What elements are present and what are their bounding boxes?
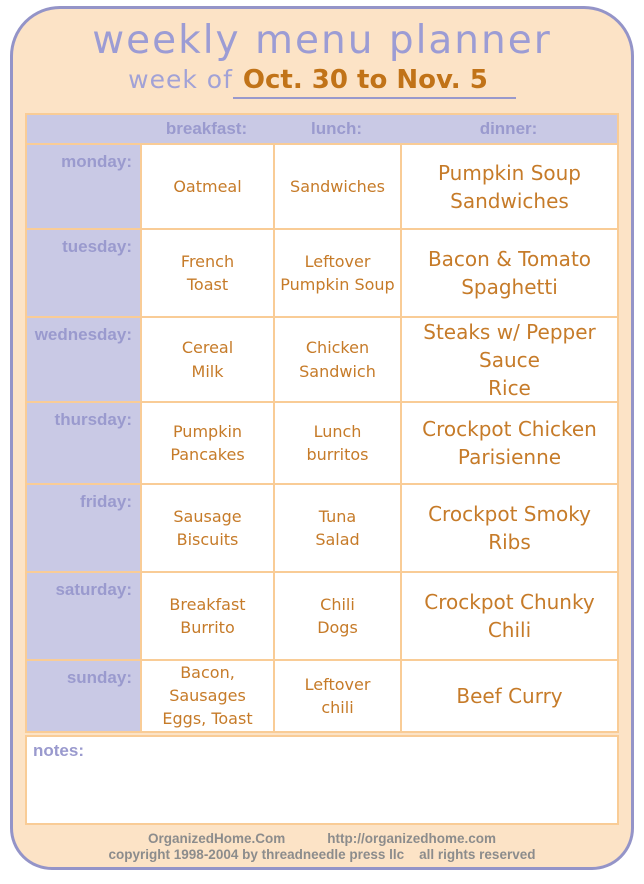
footer-site-url: http://organizedhome.com (327, 830, 497, 846)
day-label-thursday: thursday: (27, 403, 140, 483)
week-of-value[interactable]: Oct. 30 to Nov. 5 (232, 65, 516, 99)
planner-card: weekly menu planner week of Oct. 30 to N… (10, 6, 634, 870)
table-row-thursday: thursday: Pumpkin Pancakes Lunch burrito… (27, 401, 617, 483)
cell-tuesday-dinner[interactable]: Bacon & Tomato Spaghetti (400, 230, 617, 316)
header-breakfast: breakfast: (165, 119, 248, 138)
table-row-friday: friday: Sausage Biscuits Tuna Salad Croc… (27, 483, 617, 571)
cell-sunday-dinner[interactable]: Beef Curry (400, 661, 617, 731)
day-label-monday: monday: (27, 145, 140, 228)
day-label-saturday: saturday: (27, 573, 140, 659)
footer-copyright: copyright 1998-2004 by threadneedle pres… (108, 846, 536, 862)
cell-monday-breakfast[interactable]: Oatmeal (140, 145, 273, 228)
cell-friday-breakfast[interactable]: Sausage Biscuits (140, 485, 273, 571)
day-label-wednesday: wednesday: (27, 318, 140, 401)
cell-friday-dinner[interactable]: Crockpot Smoky Ribs (400, 485, 617, 571)
table-row-saturday: saturday: Breakfast Burrito Chili Dogs C… (27, 571, 617, 659)
header-lunch: lunch: (311, 119, 362, 138)
notes-box[interactable]: notes: (25, 734, 619, 825)
cell-tuesday-breakfast[interactable]: French Toast (140, 230, 273, 316)
cell-saturday-lunch[interactable]: Chili Dogs (273, 573, 400, 659)
week-of-line: week of Oct. 30 to Nov. 5 (13, 65, 631, 101)
cell-wednesday-dinner[interactable]: Steaks w/ Pepper Sauce Rice (400, 318, 617, 401)
cell-wednesday-lunch[interactable]: Chicken Sandwich (273, 318, 400, 401)
cell-sunday-lunch[interactable]: Leftover chili (273, 661, 400, 731)
footer: OrganizedHome.Com http://organizedhome.co… (13, 831, 631, 863)
cell-thursday-breakfast[interactable]: Pumpkin Pancakes (140, 403, 273, 483)
cell-friday-lunch[interactable]: Tuna Salad (273, 485, 400, 571)
cell-saturday-breakfast[interactable]: Breakfast Burrito (140, 573, 273, 659)
table-row-monday: monday: Oatmeal Sandwiches Pumpkin Soup … (27, 143, 617, 228)
footer-line1: OrganizedHome.Com http://organizedhome.co… (13, 831, 631, 847)
header-dinner: dinner: (479, 119, 538, 138)
day-label-sunday: sunday: (27, 661, 140, 731)
notes-label: notes: (33, 740, 84, 760)
cell-thursday-lunch[interactable]: Lunch burritos (273, 403, 400, 483)
cell-saturday-dinner[interactable]: Crockpot Chunky Chili (400, 573, 617, 659)
footer-site-name: OrganizedHome.Com (147, 830, 286, 846)
day-label-friday: friday: (27, 485, 140, 571)
cell-tuesday-lunch[interactable]: Leftover Pumpkin Soup (273, 230, 400, 316)
table-row-sunday: sunday: Bacon, Sausages Eggs, Toast Left… (27, 659, 617, 731)
cell-monday-lunch[interactable]: Sandwiches (273, 145, 400, 228)
table-header-row: breakfast: lunch: dinner: (27, 115, 617, 143)
menu-table: breakfast: lunch: dinner: monday: Oatmea… (25, 113, 619, 733)
table-row-tuesday: tuesday: French Toast Leftover Pumpkin S… (27, 228, 617, 316)
cell-sunday-breakfast[interactable]: Bacon, Sausages Eggs, Toast (140, 661, 273, 731)
week-of-label: week of (128, 65, 233, 94)
table-row-wednesday: wednesday: Cereal Milk Chicken Sandwich … (27, 316, 617, 401)
cell-monday-dinner[interactable]: Pumpkin Soup Sandwiches (400, 145, 617, 228)
cell-wednesday-breakfast[interactable]: Cereal Milk (140, 318, 273, 401)
day-label-tuesday: tuesday: (27, 230, 140, 316)
page-title: weekly menu planner (92, 18, 552, 63)
cell-thursday-dinner[interactable]: Crockpot Chicken Parisienne (400, 403, 617, 483)
